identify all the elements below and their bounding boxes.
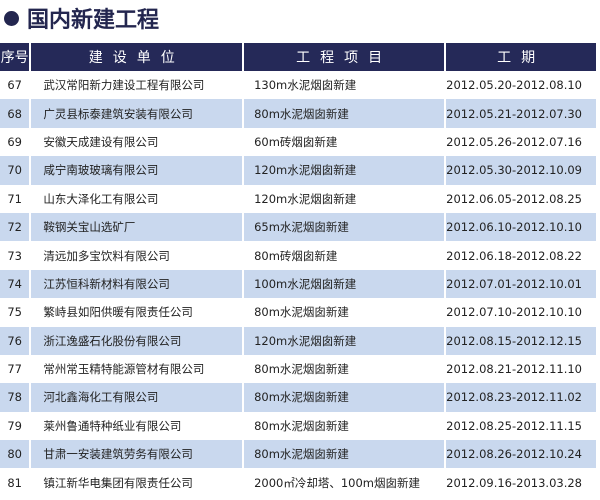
table-row: 69 安徽天成建设有限公司 60m砖烟囱新建 2012.05.26-2012.07.1…	[0, 128, 596, 156]
table-row: 76 浙江逸盛石化股份有限公司 120m水泥烟囱新建 2012.08.15-2012.…	[0, 326, 596, 355]
row-project: 130m水泥烟囱新建	[254, 78, 357, 93]
row-project: 80m水泥烟囱新建	[254, 362, 349, 377]
row-period: 2012.08.15-2012.12.15	[446, 326, 596, 355]
row-index: 81	[7, 475, 22, 490]
row-period: 2012.06.18-2012.08.22	[446, 248, 582, 263]
row-company: 山东大泽化工有限公司	[43, 191, 159, 206]
table-row: 77 常州常玉精特能源管材有限公司 80m水泥烟囱新建 2012.08.21-2012…	[0, 355, 596, 383]
table-row: 73 清远加多宝饮料有限公司 80m砖烟囱新建 2012.06.18-2012.08.…	[0, 241, 596, 269]
row-project: 80m水泥烟囱新建	[254, 418, 349, 433]
row-company: 咸宁南玻玻璃有限公司	[31, 156, 243, 185]
row-project: 80m砖烟囱新建	[254, 248, 338, 263]
row-company: 清远加多宝饮料有限公司	[43, 248, 170, 263]
row-index: 79	[7, 418, 22, 433]
row-project: 120m水泥烟囱新建	[254, 191, 357, 206]
projects-table: 序号 建设单位 工程项目 工期 67 武汉常阳新力建设工程有限公司 130m水泥烟囱…	[0, 43, 598, 497]
row-period: 2012.08.23-2012.11.02	[446, 383, 596, 412]
row-project: 2000㎡冷却塔、100m烟囱新建	[254, 475, 421, 490]
row-period: 2012.05.21-2012.07.30	[446, 99, 596, 128]
row-period: 2012.09.16-2013.03.28	[446, 475, 582, 490]
row-index: 77	[7, 362, 22, 377]
row-company: 河北鑫海化工有限公司	[31, 383, 243, 412]
row-company: 鞍钢关宝山选矿厂	[31, 212, 243, 242]
row-project: 80m水泥烟囱新建	[244, 99, 445, 128]
row-index: 80	[0, 440, 30, 469]
row-period: 2012.07.01-2012.10.01	[446, 269, 596, 299]
row-index: 70	[0, 156, 30, 185]
table-row: 68 广灵县标泰建筑安装有限公司 80m水泥烟囱新建 2012.05.21-2012.…	[0, 99, 596, 128]
row-company: 繁峙县如阳供暖有限责任公司	[43, 305, 193, 320]
row-index: 78	[0, 383, 30, 412]
row-company: 甘肃一安装建筑劳务有限公司	[31, 440, 243, 469]
header-project: 工程项目	[244, 43, 445, 71]
row-index: 67	[7, 78, 22, 93]
row-company: 镇江新华电集团有限责任公司	[43, 475, 193, 490]
row-period: 2012.06.10-2012.10.10	[446, 212, 596, 242]
row-project: 100m水泥烟囱新建	[244, 269, 445, 299]
row-period: 2012.08.25-2012.11.15	[446, 418, 582, 433]
section-title-text: 国内新建工程	[27, 8, 160, 33]
row-period: 2012.05.20-2012.08.10	[446, 78, 582, 93]
table-row: 80 甘肃一安装建筑劳务有限公司 80m水泥烟囱新建 2012.08.26-2012.…	[0, 440, 596, 469]
row-project: 80m水泥烟囱新建	[244, 440, 445, 469]
row-index: 74	[0, 269, 30, 299]
row-company: 浙江逸盛石化股份有限公司	[31, 326, 243, 355]
table-row: 74 江苏恒科新材料有限公司 100m水泥烟囱新建 2012.07.01-2012.1…	[0, 269, 596, 299]
row-index: 73	[7, 248, 22, 263]
header-company: 建设单位	[31, 43, 243, 71]
row-period: 2012.05.30-2012.10.09	[446, 156, 596, 185]
row-index: 71	[7, 191, 22, 206]
row-project: 120m水泥烟囱新建	[244, 326, 445, 355]
row-period: 2012.06.05-2012.08.25	[446, 191, 582, 206]
section-title: 国内新建工程	[4, 3, 159, 33]
row-index: 72	[0, 212, 30, 242]
header-period: 工期	[446, 43, 596, 71]
row-project: 120m水泥烟囱新建	[244, 156, 445, 185]
row-company: 广灵县标泰建筑安装有限公司	[31, 99, 243, 128]
row-company: 安徽天成建设有限公司	[43, 134, 159, 149]
row-company: 常州常玉精特能源管材有限公司	[43, 362, 205, 377]
table-row: 81 镇江新华电集团有限责任公司 2000㎡冷却塔、100m烟囱新建 2012.09.…	[0, 468, 596, 496]
table-row: 72 鞍钢关宝山选矿厂 65m水泥烟囱新建 2012.06.10-2012.10.10	[0, 212, 596, 242]
row-period: 2012.08.21-2012.11.10	[446, 362, 582, 377]
table-row: 71 山东大泽化工有限公司 120m水泥烟囱新建 2012.06.05-2012.08…	[0, 185, 596, 213]
row-period: 2012.05.26-2012.07.16	[446, 134, 582, 149]
table-row: 67 武汉常阳新力建设工程有限公司 130m水泥烟囱新建 2012.05.20-201…	[0, 71, 596, 99]
row-project: 65m水泥烟囱新建	[244, 212, 445, 242]
bullet-icon	[4, 10, 19, 26]
table-row: 79 莱州鲁通特种纸业有限公司 80m水泥烟囱新建 2012.08.25-2012.1…	[0, 412, 596, 440]
table-row: 78 河北鑫海化工有限公司 80m水泥烟囱新建 2012.08.23-2012.11.…	[0, 383, 596, 412]
table-row: 75 繁峙县如阳供暖有限责任公司 80m水泥烟囱新建 2012.07.10-2012.…	[0, 298, 596, 326]
table-header: 序号 建设单位 工程项目 工期	[0, 43, 596, 71]
row-project: 60m砖烟囱新建	[254, 134, 338, 149]
row-company: 莱州鲁通特种纸业有限公司	[43, 418, 182, 433]
table-row: 70 咸宁南玻玻璃有限公司 120m水泥烟囱新建 2012.05.30-2012.10…	[0, 156, 596, 185]
row-index: 68	[0, 99, 30, 128]
row-company: 武汉常阳新力建设工程有限公司	[43, 78, 205, 93]
row-project: 80m水泥烟囱新建	[254, 305, 349, 320]
row-index: 76	[0, 326, 30, 355]
row-index: 69	[7, 134, 22, 149]
header-index: 序号	[0, 43, 30, 71]
row-index: 75	[7, 305, 22, 320]
row-period: 2012.07.10-2012.10.10	[446, 305, 582, 320]
row-project: 80m水泥烟囱新建	[244, 383, 445, 412]
row-company: 江苏恒科新材料有限公司	[31, 269, 243, 299]
row-period: 2012.08.26-2012.10.24	[446, 440, 596, 469]
